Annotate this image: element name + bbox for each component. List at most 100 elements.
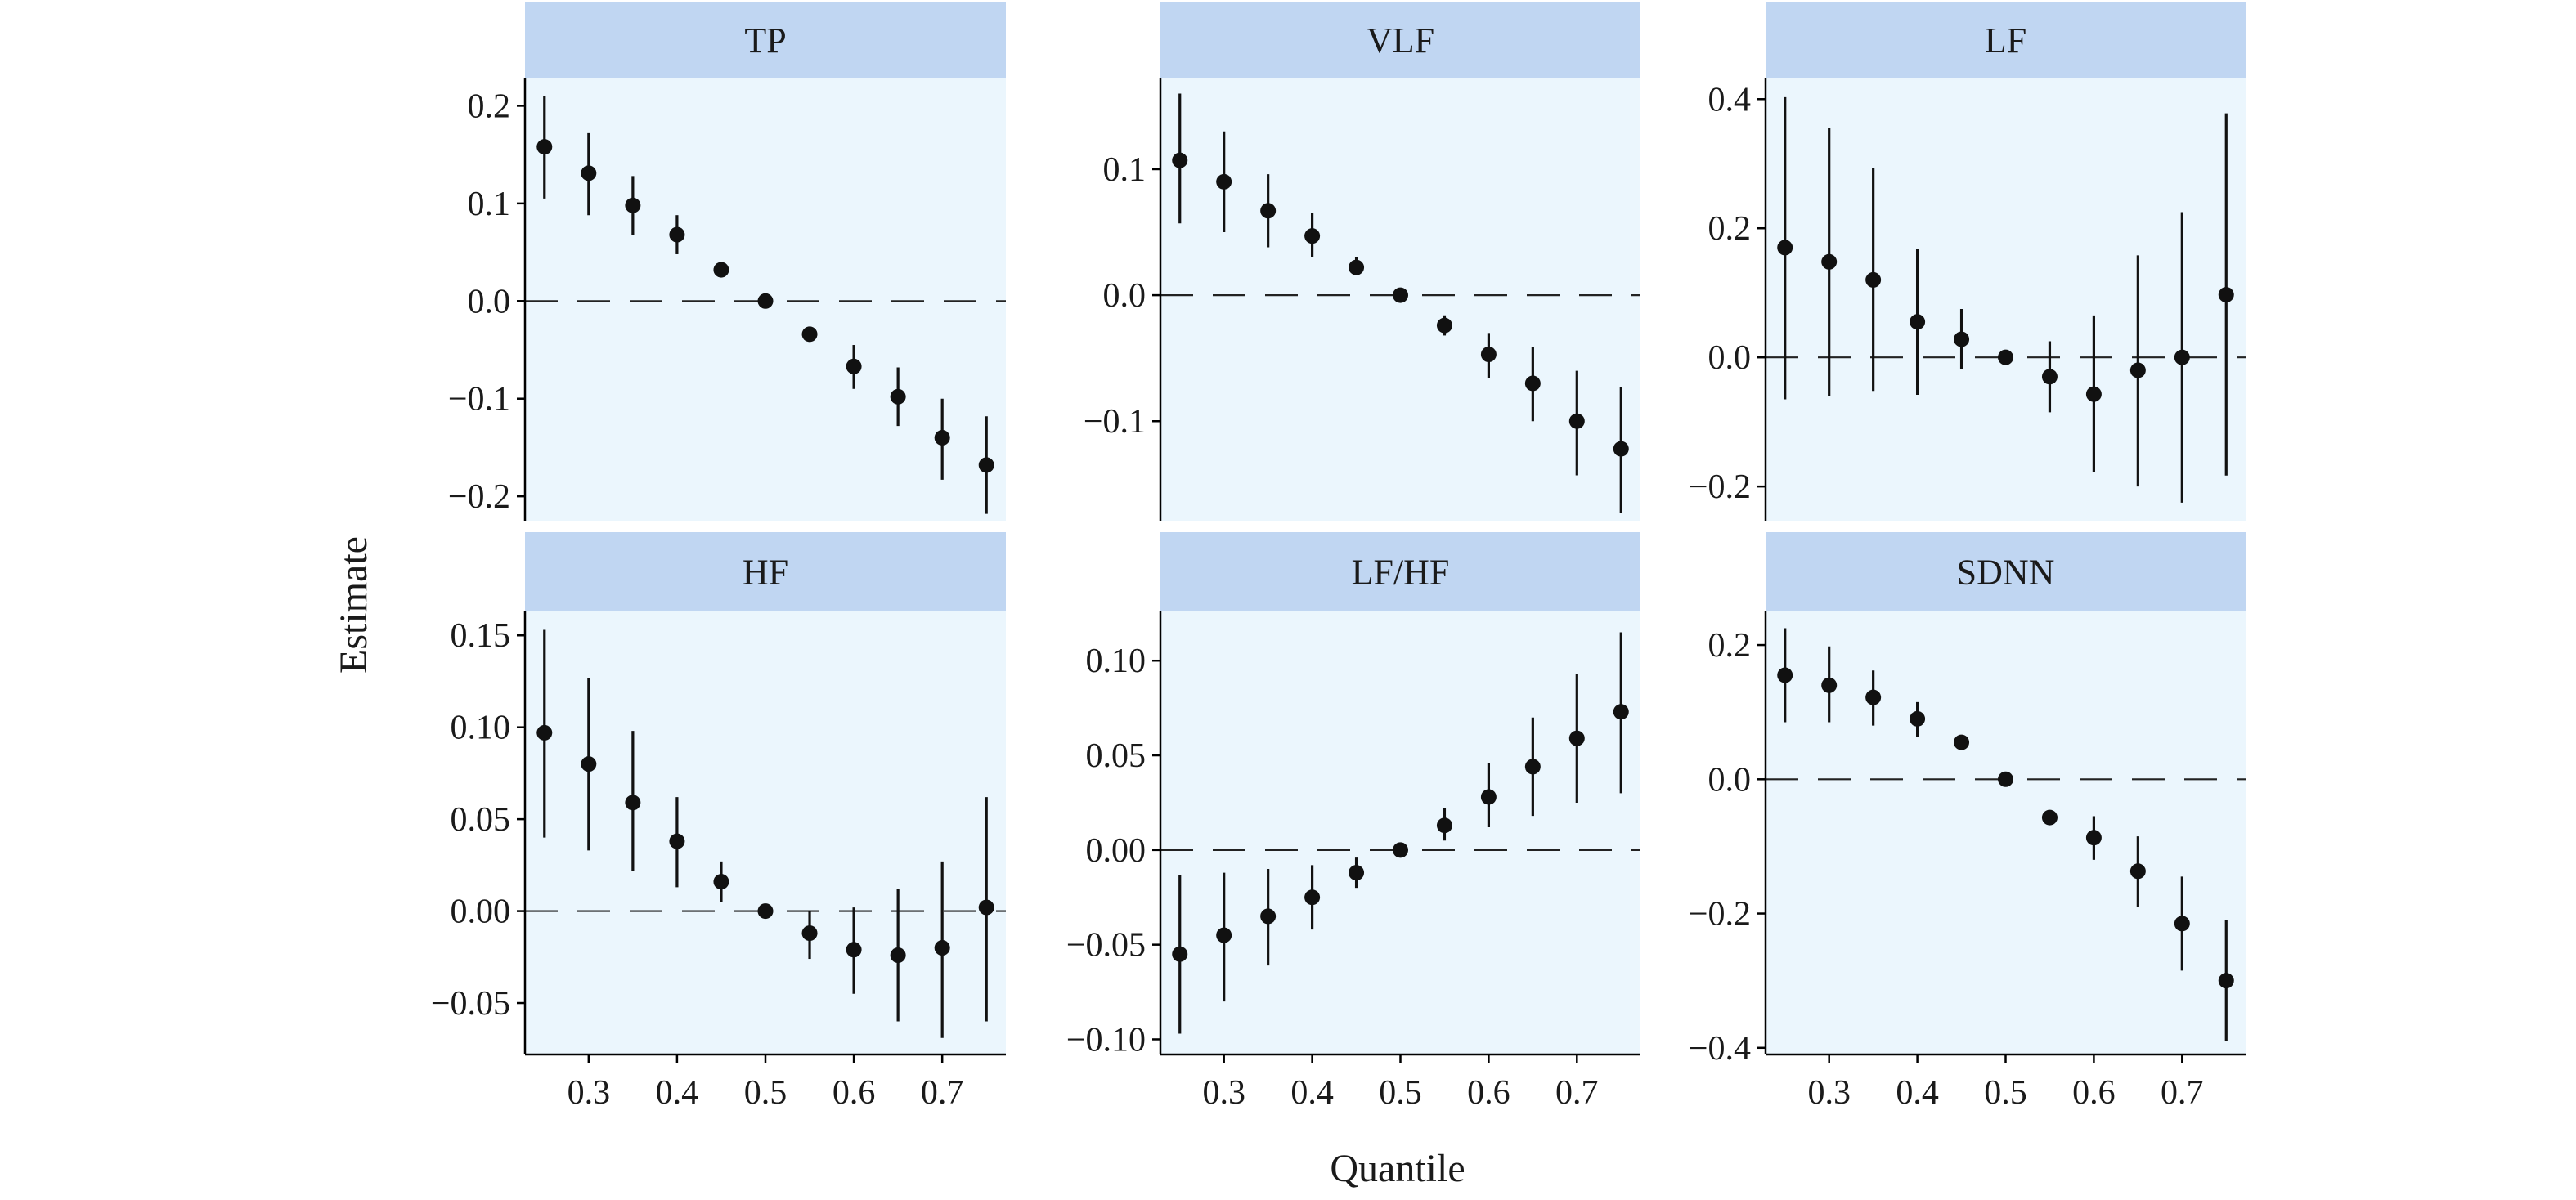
panel-lf: LF 0.4 0.2 0.0 −0.2 <box>1689 2 2246 521</box>
data-point-lf <box>1821 253 1838 270</box>
x-tick-label-sdnn: 0.4 <box>1896 1074 1939 1112</box>
x-tick-label-hf: 0.4 <box>656 1074 699 1112</box>
data-point-lf-hf <box>1524 759 1541 775</box>
data-point-lf <box>2129 362 2146 378</box>
data-point-vlf <box>1393 287 1408 303</box>
data-point-lf-hf <box>1216 927 1232 943</box>
y-tick-label-sdnn: −0.4 <box>1689 1030 1751 1068</box>
strip-title-lf-hf: LF/HF <box>1352 553 1450 593</box>
data-point-hf <box>846 942 862 958</box>
data-point-hf <box>713 874 729 890</box>
data-point-vlf <box>1524 375 1541 392</box>
strip-title-sdnn: SDNN <box>1957 553 2055 593</box>
data-point-lf <box>1954 331 1970 347</box>
x-tick-label-sdnn: 0.7 <box>2161 1074 2204 1112</box>
y-tick-label-lf: 0.0 <box>1708 339 1752 377</box>
panel-sdnn: SDNN 0.2 0.0 −0.2 −0.4 0.3 0.4 0.5 0.6 0.7 <box>1689 532 2246 1112</box>
data-point-hf <box>934 940 950 956</box>
data-point-tp <box>801 326 818 343</box>
strip-title-lf: LF <box>1985 20 2026 60</box>
y-tick-label-tp: 0.0 <box>468 283 511 320</box>
data-point-lf <box>1998 349 2013 365</box>
y-tick-label-sdnn: 0.2 <box>1708 627 1752 665</box>
data-point-sdnn <box>1821 677 1838 693</box>
x-tick-label-lf-hf: 0.5 <box>1379 1074 1422 1112</box>
strip-lf <box>1766 2 2246 78</box>
plot-area-lf-hf <box>1160 611 1640 1054</box>
strip-vlf <box>1160 2 1640 78</box>
data-point-lf-hf <box>1260 908 1277 925</box>
data-point-tp <box>669 226 685 243</box>
data-point-tp <box>890 388 906 405</box>
x-tick-label-hf: 0.7 <box>921 1074 964 1112</box>
data-point-hf <box>757 903 774 920</box>
data-point-sdnn <box>1777 667 1793 683</box>
data-point-tp <box>757 293 774 309</box>
data-point-lf-hf <box>1172 946 1188 962</box>
y-tick-label-lf-hf: 0.10 <box>1086 643 1147 680</box>
plot-area-sdnn <box>1766 611 2246 1054</box>
x-tick-label-hf: 0.3 <box>568 1074 611 1112</box>
y-tick-label-hf: −0.05 <box>431 985 510 1023</box>
x-tick-label-lf-hf: 0.6 <box>1467 1074 1510 1112</box>
data-point-lf-hf <box>1613 704 1629 720</box>
plot-area-lf <box>1766 78 2246 521</box>
data-point-sdnn <box>1910 710 1926 727</box>
data-point-lf <box>1910 314 1926 330</box>
strip-hf <box>525 532 1006 611</box>
data-point-vlf <box>1349 259 1365 275</box>
data-point-vlf <box>1436 317 1452 334</box>
x-tick-label-sdnn: 0.6 <box>2072 1074 2116 1112</box>
panel-hf: HF 0.15 0.10 0.05 0.00 −0.05 0.3 0.4 0.5 0.6 0.7 <box>431 532 1006 1112</box>
data-point-lf-hf <box>1568 730 1585 746</box>
data-point-vlf <box>1480 347 1497 363</box>
strip-tp <box>525 2 1006 78</box>
x-axis-title: Quantile <box>1330 1147 1465 1190</box>
data-point-hf <box>536 724 553 741</box>
data-point-tp <box>713 262 729 278</box>
data-point-tp <box>934 429 950 446</box>
panel-vlf: VLF 0.1 0.0 −0.1 <box>1084 2 1640 521</box>
data-point-sdnn <box>2174 916 2190 932</box>
y-tick-label-lf: 0.2 <box>1708 210 1752 248</box>
data-point-hf <box>669 833 685 849</box>
data-point-sdnn <box>1954 734 1970 750</box>
panel-lf-hf: LF/HF 0.10 0.05 0.00 −0.05 −0.10 0.3 0.4 0.5 0.6 0… <box>1066 532 1640 1112</box>
y-tick-label-lf: −0.2 <box>1689 468 1751 506</box>
data-point-sdnn <box>2129 863 2146 880</box>
y-tick-label-hf: 0.00 <box>451 893 511 931</box>
strip-sdnn <box>1766 532 2246 611</box>
data-point-lf <box>1865 271 1882 288</box>
plot-area-hf <box>525 611 1006 1054</box>
data-point-lf-hf <box>1480 789 1497 805</box>
x-tick-label-sdnn: 0.5 <box>1984 1074 2027 1112</box>
data-point-hf <box>581 756 597 772</box>
chart-panels: TP 0.2 0.1 0.0 −0.1 −0.2 VLF 0.1 0.0 −0.1 LF 0.4 0.2… <box>431 2 2246 1112</box>
data-point-sdnn <box>1998 771 2013 787</box>
y-tick-label-hf: 0.10 <box>451 710 511 747</box>
data-point-vlf <box>1304 228 1321 244</box>
data-point-lf <box>2085 386 2102 402</box>
data-point-hf <box>978 899 994 916</box>
x-tick-label-hf: 0.6 <box>832 1074 876 1112</box>
data-point-sdnn <box>2085 830 2102 846</box>
data-point-tp <box>536 139 553 155</box>
x-tick-label-lf-hf: 0.3 <box>1202 1074 1245 1112</box>
x-tick-label-hf: 0.5 <box>744 1074 788 1112</box>
strip-title-tp: TP <box>744 20 786 60</box>
y-tick-label-vlf: 0.1 <box>1103 151 1147 189</box>
data-point-tp <box>625 197 641 213</box>
data-point-lf <box>2041 369 2058 385</box>
data-point-vlf <box>1260 203 1277 219</box>
data-point-sdnn <box>2218 973 2234 989</box>
y-tick-label-tp: 0.2 <box>468 87 511 125</box>
y-tick-label-hf: 0.05 <box>451 801 511 839</box>
data-point-lf-hf <box>1304 889 1321 906</box>
data-point-hf <box>625 795 641 811</box>
data-point-hf <box>801 925 818 942</box>
x-tick-label-sdnn: 0.3 <box>1807 1074 1851 1112</box>
y-tick-label-lf-hf: 0.05 <box>1086 737 1147 775</box>
data-point-lf <box>2218 287 2234 303</box>
data-point-sdnn <box>1865 689 1882 705</box>
